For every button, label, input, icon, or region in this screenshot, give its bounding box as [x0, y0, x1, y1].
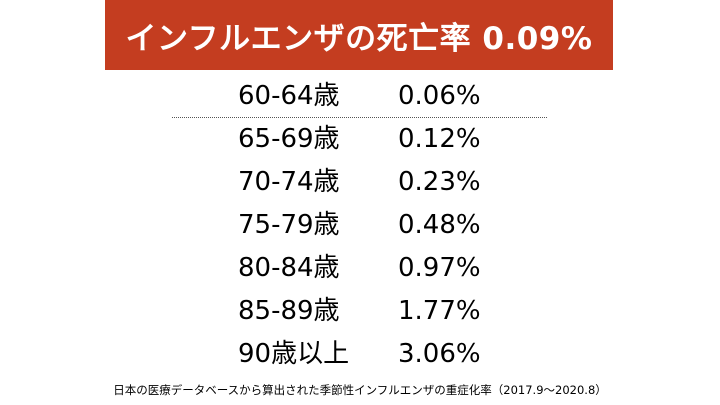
- page-title: インフルエンザの死亡率 0.09%: [125, 20, 593, 57]
- table-row: 90歳以上 3.06%: [0, 334, 720, 374]
- source-footnote: 日本の医療データベースから算出された季節性インフルエンザの重症化率（2017.9…: [113, 383, 607, 397]
- age-group-label: 60-64歳: [238, 81, 340, 111]
- mortality-rate-value: 0.97%: [398, 253, 481, 283]
- mortality-rate-value: 0.48%: [398, 210, 481, 240]
- age-group-label: 85-89歳: [238, 296, 340, 326]
- age-group-label: 80-84歳: [238, 253, 340, 283]
- table-row: 60-64歳 0.06%: [0, 76, 720, 116]
- age-group-label: 70-74歳: [238, 167, 340, 197]
- table-row: 65-69歳 0.12%: [0, 119, 720, 159]
- title-banner: インフルエンザの死亡率 0.09%: [105, 0, 613, 70]
- table-row: 70-74歳 0.23%: [0, 162, 720, 202]
- row-divider: [172, 117, 547, 118]
- table-row: 85-89歳 1.77%: [0, 291, 720, 331]
- mortality-rate-value: 0.12%: [398, 124, 481, 154]
- mortality-rate-value: 0.23%: [398, 167, 481, 197]
- table-row: 80-84歳 0.97%: [0, 248, 720, 288]
- age-group-label: 75-79歳: [238, 210, 340, 240]
- table-row: 75-79歳 0.48%: [0, 205, 720, 245]
- mortality-rate-value: 1.77%: [398, 296, 481, 326]
- mortality-rate-value: 0.06%: [398, 81, 481, 111]
- age-group-label: 65-69歳: [238, 124, 340, 154]
- mortality-rate-value: 3.06%: [398, 339, 481, 369]
- age-group-label: 90歳以上: [238, 339, 350, 369]
